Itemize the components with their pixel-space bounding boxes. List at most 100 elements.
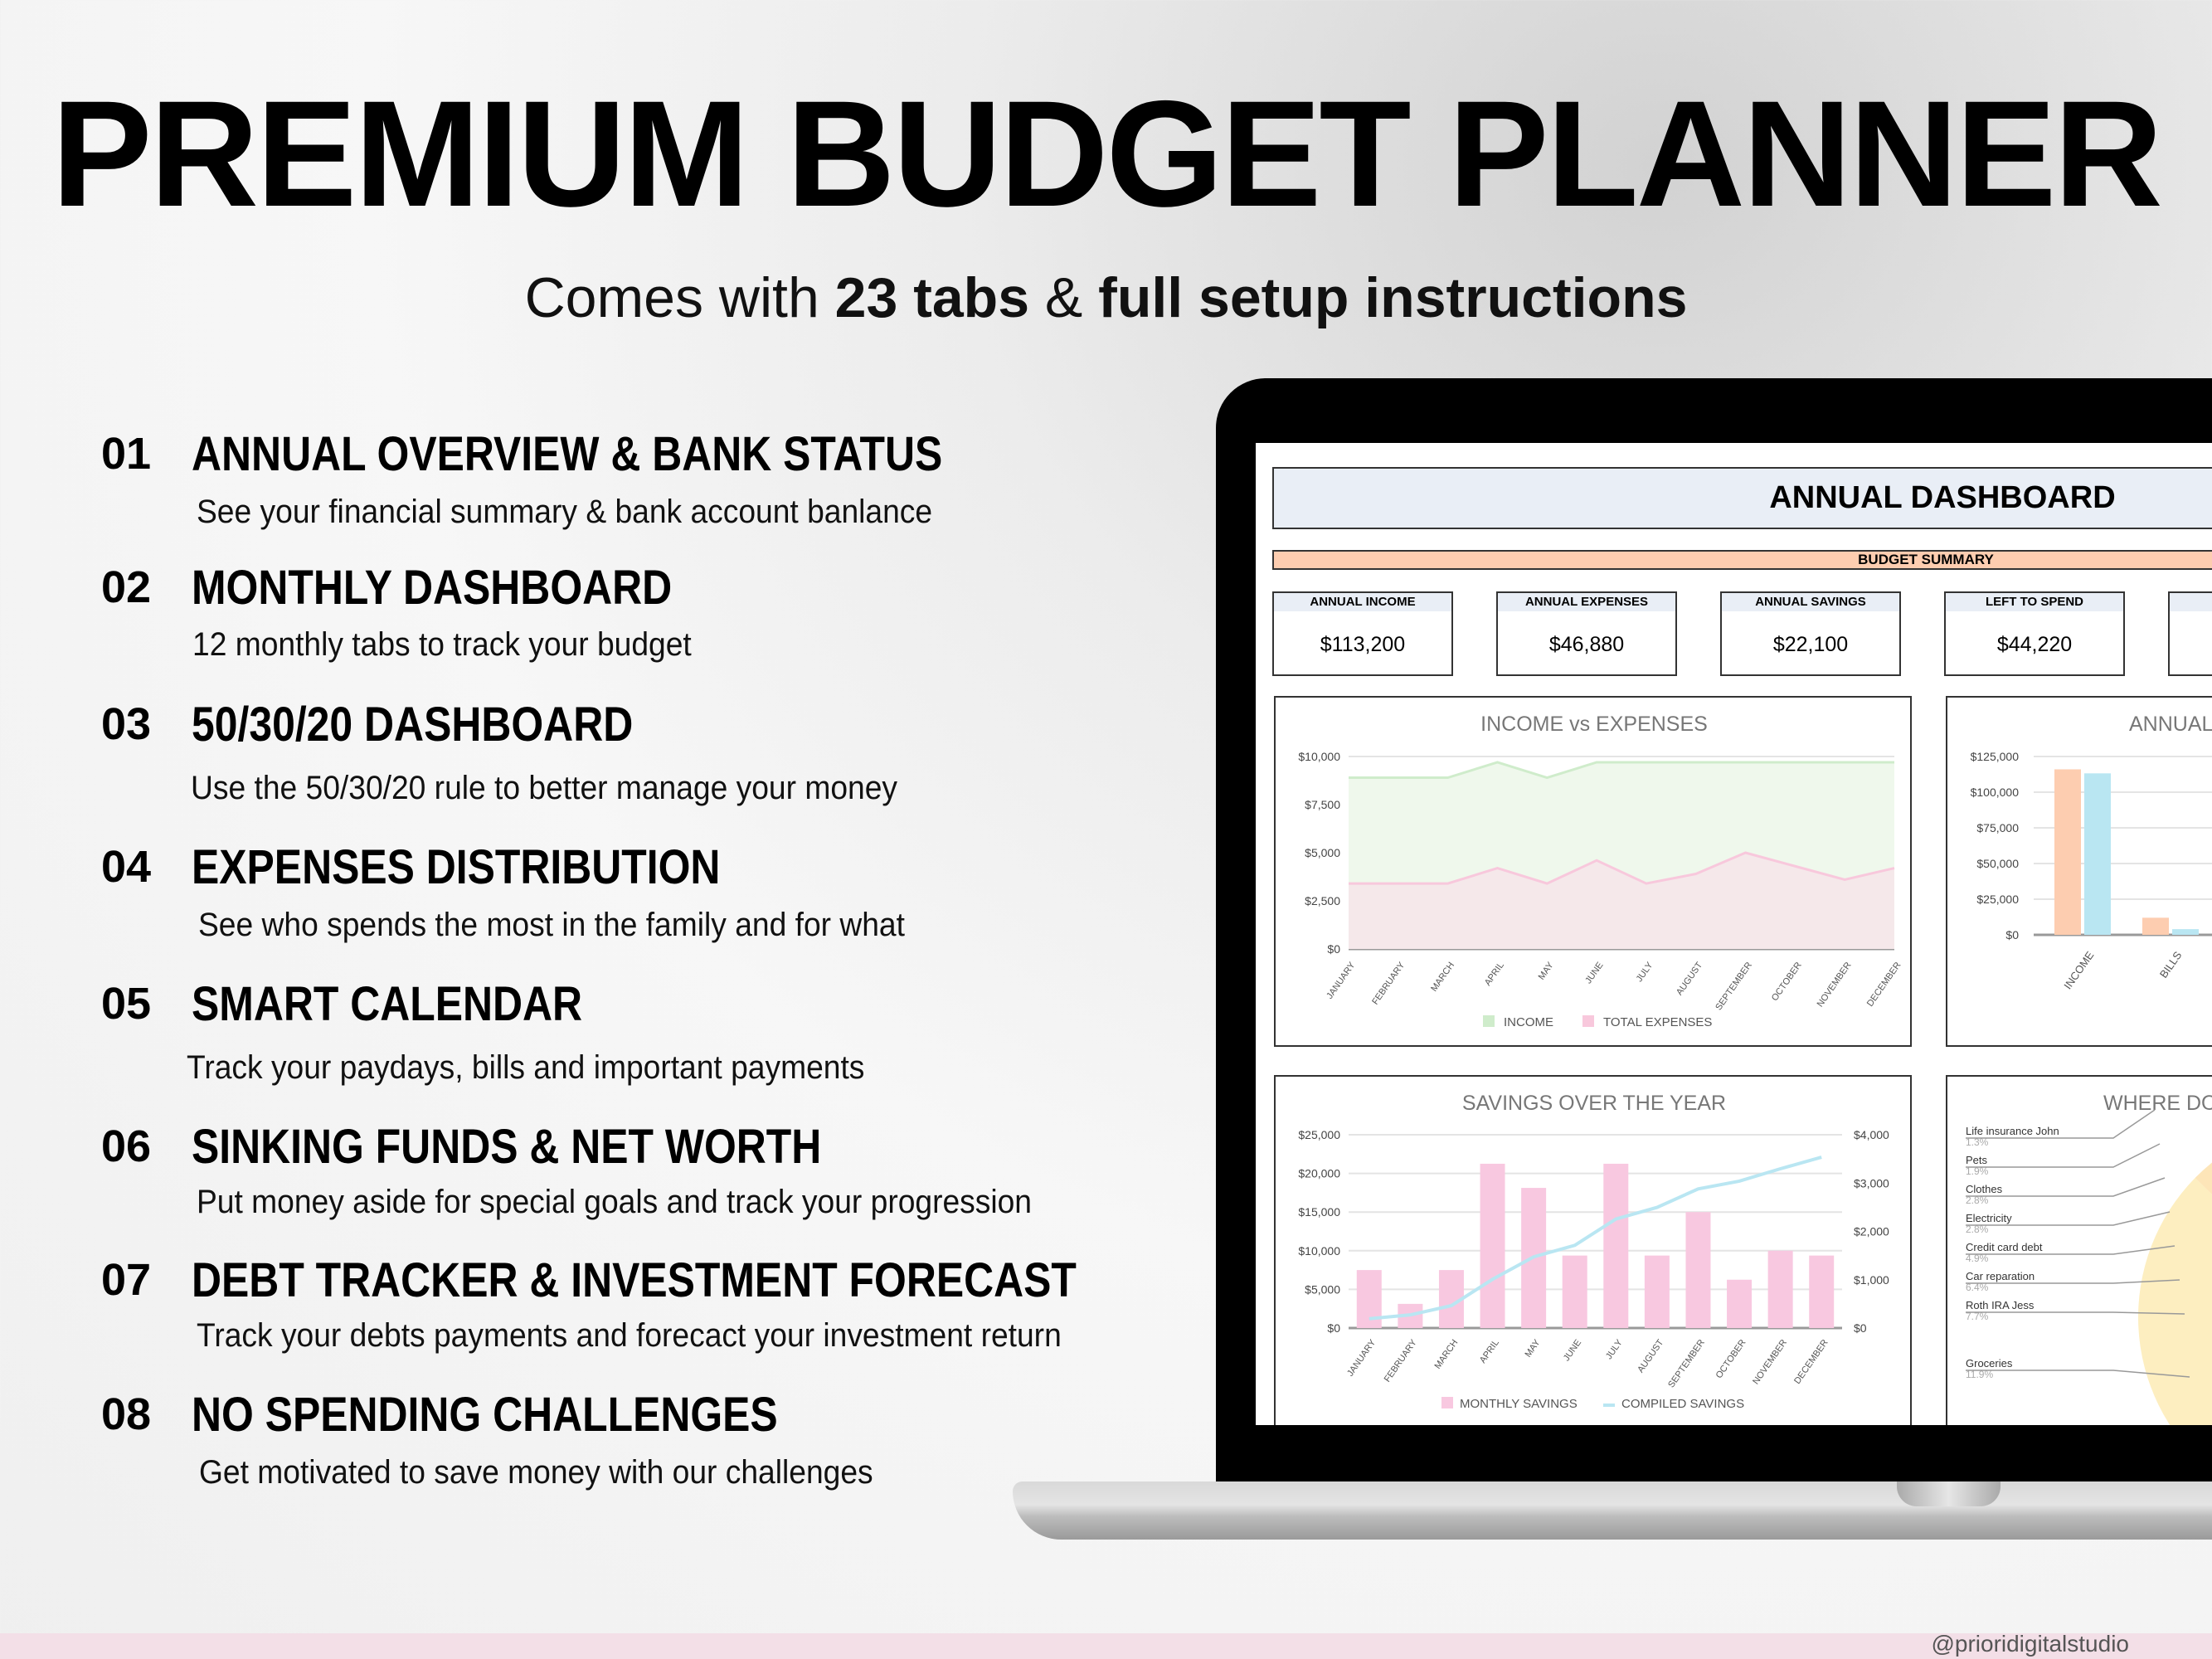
- bar-monthly-savings: [1685, 1212, 1711, 1328]
- kpi-card: ANNUAL INCOME $113,200: [1272, 591, 1453, 676]
- x-tick-label: APRIL: [1478, 1338, 1501, 1365]
- feature-title: SMART CALENDAR: [192, 977, 583, 1031]
- kpi-card: LEFT TO SPEND $44,220: [1944, 591, 2125, 676]
- x-tick-label: APRIL: [1483, 961, 1506, 988]
- y-tick-label: $0: [2005, 928, 2019, 941]
- x-tick-label: JANUARY: [1345, 1337, 1378, 1378]
- page-title: PREMIUM BUDGET PLANNER: [51, 69, 2163, 238]
- y-tick-label: $50,000: [1976, 857, 2019, 870]
- x-tick-label: MARCH: [1429, 961, 1456, 994]
- y-tick-label: $75,000: [1976, 821, 2019, 834]
- pie-label: Car reparation: [1966, 1270, 2035, 1282]
- legend-swatch: [1603, 1404, 1615, 1407]
- x-tick-label: BILLS: [2157, 949, 2185, 980]
- kpi-value: $113,200: [1320, 633, 1406, 656]
- pie-leader-line: [1966, 1177, 2166, 1197]
- feature-number: 03: [101, 699, 152, 749]
- dashboard-title: ANNUAL DASHBOARD: [1769, 480, 2116, 515]
- subtitle-text: &: [1029, 266, 1099, 329]
- pie-slice: [2195, 1162, 2212, 1195]
- y-tick-label: $100,000: [1971, 786, 2020, 799]
- y-tick-label: $2,000: [1854, 1225, 1889, 1238]
- subtitle-tabs: 23 tabs: [834, 266, 1030, 329]
- bar-monthly-savings: [1727, 1279, 1753, 1328]
- pie-percentage: 4.9%: [1966, 1253, 1989, 1264]
- footer-strip: [0, 1633, 2212, 1659]
- laptop-notch: [1897, 1481, 2001, 1506]
- x-tick-label: JUNE: [1562, 1338, 1583, 1363]
- legend-swatch: [1441, 1397, 1453, 1408]
- kpi-label: ANNUAL EXPENSES: [1498, 593, 1675, 611]
- feature-description: See who spends the most in the family an…: [198, 907, 905, 943]
- pie-percentage: 1.3%: [1966, 1136, 1989, 1148]
- laptop-base: [1013, 1481, 2212, 1540]
- dashboard-header: ANNUAL DASHBOARD: [1272, 467, 2212, 529]
- budget-summary-bar: BUDGET SUMMARY: [1272, 550, 2212, 570]
- feature-description: Get motivated to save money with our cha…: [199, 1454, 873, 1491]
- pie-slice: [2138, 1178, 2212, 1425]
- legend-swatch: [1582, 1015, 1594, 1027]
- kpi-card: BES: [2168, 591, 2212, 676]
- annual-bar-chart: ANNUAL $0 $25,000 $50,000 $75,000 $100,000 $12…: [1946, 696, 2212, 1047]
- kpi-label: LEFT TO SPEND: [1946, 593, 2123, 611]
- x-tick-label: MAY: [1537, 960, 1556, 981]
- feature-description: Put money aside for special goals and tr…: [197, 1184, 1033, 1220]
- pie-label: Clothes: [1966, 1183, 2003, 1195]
- legend-label: INCOME: [1504, 1015, 1553, 1029]
- bar-monthly-savings: [1480, 1163, 1505, 1328]
- pie-label: Groceries: [1966, 1357, 2013, 1370]
- kpi-value: $44,220: [1996, 633, 2073, 656]
- savings-chart: SAVINGS OVER THE YEAR $0 $5,000 $10,000 $15,…: [1274, 1075, 1912, 1425]
- line-compiled-savings: [1369, 1155, 1822, 1321]
- bar: [2084, 773, 2111, 935]
- kpi-label: BES: [2170, 593, 2212, 611]
- x-tick-label: DECEMBER: [1792, 1338, 1830, 1386]
- kpi-card: ANNUAL EXPENSES $46,880: [1496, 591, 1677, 676]
- bar-monthly-savings: [1809, 1255, 1835, 1328]
- brand-handle: @prioridigitalstudio: [1931, 1631, 2129, 1657]
- pie-leader-line: [1966, 1311, 2185, 1315]
- x-tick-label: JULY: [1635, 960, 1655, 984]
- pie-leader-line: [1966, 1279, 2180, 1284]
- pie-leader-line: [1966, 1109, 2156, 1139]
- y-tick-label: $5,000: [1305, 1282, 1340, 1296]
- bar-monthly-savings: [1644, 1255, 1670, 1328]
- y-tick-label: $25,000: [1976, 893, 2019, 906]
- x-tick-label: JUNE: [1583, 961, 1605, 985]
- y-tick-label: $1,000: [1854, 1273, 1889, 1287]
- expense-distribution-chart: WHERE DO Life insurance John 1.3% Pets 1.9% C…: [1946, 1075, 2212, 1425]
- subtitle-instructions: full setup instructions: [1098, 266, 1688, 329]
- x-tick-label: FEBRUARY: [1383, 1337, 1419, 1384]
- feature-number: 08: [101, 1389, 152, 1439]
- legend-label: MONTHLY SAVINGS: [1460, 1397, 1578, 1411]
- subtitle: Comes with 23 tabs & full setup instruct…: [0, 265, 2212, 330]
- feature-title: ANNUAL OVERVIEW & BANK STATUS: [192, 427, 943, 481]
- feature-description: See your financial summary & bank accoun…: [197, 494, 933, 530]
- feature-number: 04: [101, 842, 152, 892]
- chart-title: WHERE DO: [2103, 1092, 2212, 1115]
- bar: [2142, 917, 2169, 935]
- x-tick-label: NOVEMBER: [1816, 961, 1854, 1009]
- bar: [2172, 929, 2199, 935]
- feature-title: DEBT TRACKER & INVESTMENT FORECAST: [192, 1253, 1077, 1307]
- y-tick-label: $15,000: [1298, 1205, 1340, 1219]
- line-income: [1349, 761, 1894, 780]
- chart-title: ANNUAL: [2129, 713, 2212, 736]
- income-vs-expenses-chart: INCOME vs EXPENSES $0 $2,500 $5,000 $7,500 $1…: [1274, 696, 1912, 1047]
- pie-label: Roth IRA Jess: [1966, 1299, 2035, 1311]
- y-tick-label: $10,000: [1298, 750, 1340, 763]
- x-tick-label: JULY: [1604, 1337, 1625, 1361]
- pie-label: Pets: [1966, 1154, 1988, 1166]
- bar-monthly-savings: [1767, 1250, 1793, 1328]
- pie-leader-line: [1966, 1211, 2171, 1226]
- kpi-value: $22,100: [1772, 633, 1849, 656]
- y-tick-label: $20,000: [1298, 1167, 1340, 1180]
- y-tick-label: $0: [1327, 942, 1340, 956]
- pie-percentage: 1.9%: [1966, 1165, 1989, 1177]
- feature-title: 50/30/20 DASHBOARD: [192, 698, 634, 752]
- x-tick-label: SEPTEMBER: [1666, 1338, 1707, 1390]
- chart-title: INCOME vs EXPENSES: [1480, 713, 1708, 736]
- feature-title: NO SPENDING CHALLENGES: [192, 1388, 778, 1442]
- laptop-screen: ANNUAL DASHBOARD BUDGET SUMMARY ANNUAL I…: [1256, 443, 2212, 1425]
- feature-number: 05: [101, 979, 152, 1029]
